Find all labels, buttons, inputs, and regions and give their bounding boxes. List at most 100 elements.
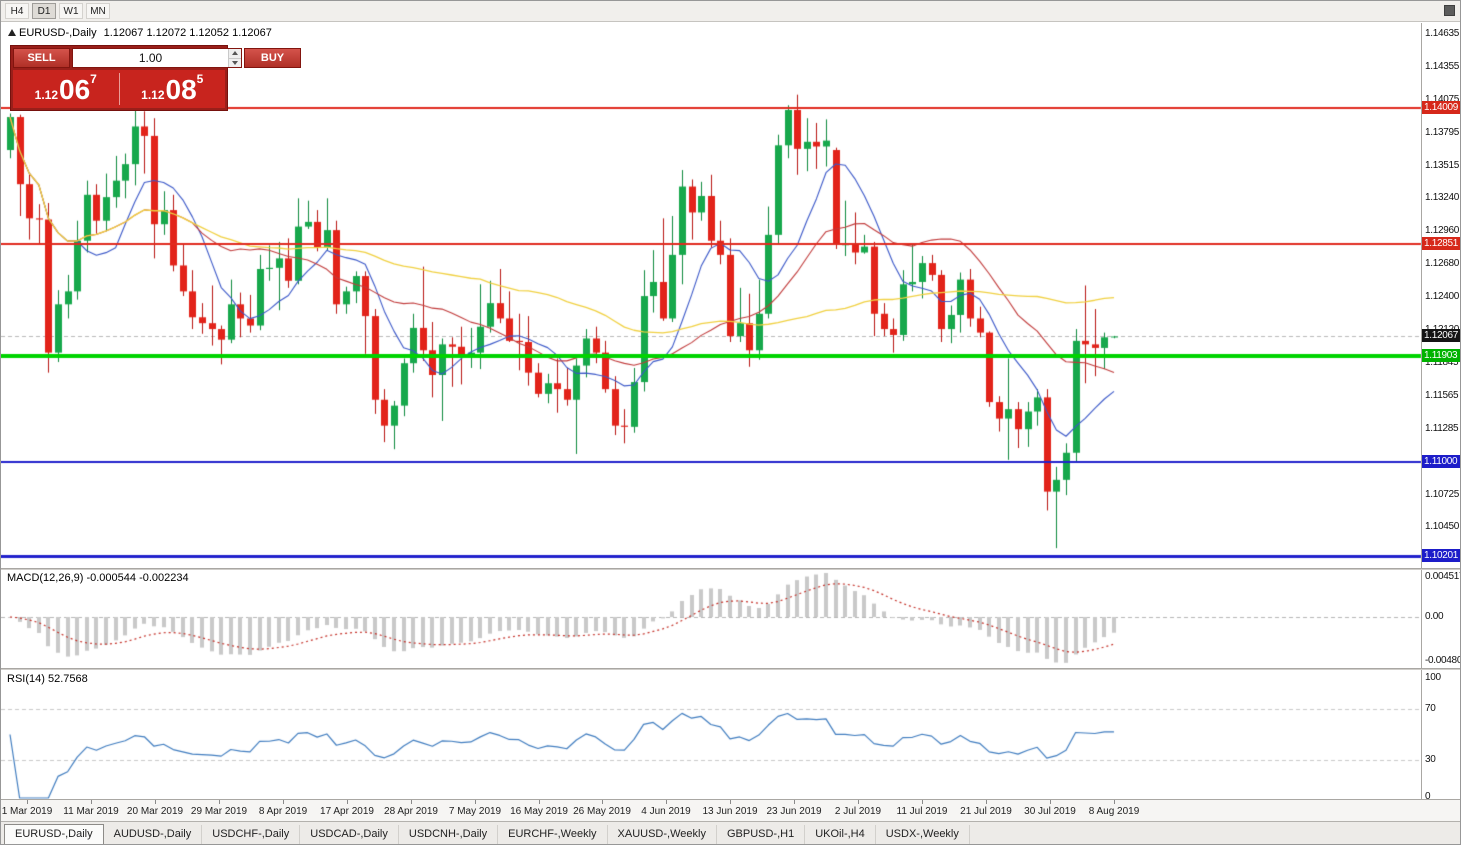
- chart-tab-eurchf-weekly[interactable]: EURCHF-,Weekly: [498, 824, 608, 844]
- trade-panel-top-row: SELL BUY: [13, 48, 301, 68]
- date-axis-label: 17 Apr 2019: [320, 806, 374, 817]
- volume-down-button[interactable]: [229, 58, 241, 67]
- price-axis[interactable]: 1.14635 1.14355 1.14075 1.13795 1.13515 1.132…: [1422, 1, 1461, 844]
- date-tick-mark: [27, 800, 28, 804]
- rsi-axis-label: 0: [1425, 791, 1431, 802]
- date-axis-label: 13 Jun 2019: [702, 806, 758, 817]
- chart-marker-icon: [8, 29, 16, 36]
- date-tick-mark: [347, 800, 348, 804]
- date-tick-mark: [858, 800, 859, 804]
- chart-symbol-period: EURUSD-,Daily: [19, 27, 97, 39]
- date-axis-label: 21 Jul 2019: [960, 806, 1012, 817]
- sell-price-base: 1.12: [34, 88, 58, 102]
- date-tick-mark: [666, 800, 667, 804]
- date-axis-label: 29 Mar 2019: [190, 806, 248, 817]
- price-axis-label: 1.11565: [1425, 389, 1459, 401]
- chart-tabs-bar: EURUSD-,Daily AUDUSD-,Daily USDCHF-,Daily U…: [1, 821, 1460, 844]
- volume-spinner: [228, 49, 241, 67]
- rsi-axis-label: 70: [1425, 703, 1436, 715]
- macd-axis-label: 0.004517: [1425, 571, 1461, 582]
- date-axis-label: 28 Apr 2019: [384, 806, 438, 817]
- volume-up-button[interactable]: [229, 49, 241, 59]
- volume-input[interactable]: [73, 49, 228, 67]
- rsi-label: RSI(14) 52.7568: [7, 673, 88, 685]
- date-tick-mark: [922, 800, 923, 804]
- date-axis-label: 2 Jul 2019: [834, 806, 882, 817]
- pane-separator-rsi[interactable]: [1, 668, 1460, 670]
- date-tick-mark: [1050, 800, 1051, 804]
- price-axis-label: 1.12400: [1425, 291, 1460, 303]
- chevron-down-icon: [232, 60, 238, 65]
- price-axis-badge: 1.11000: [1422, 455, 1460, 469]
- timeframe-buttons-group: H4 D1 W1 MN: [5, 3, 113, 19]
- price-axis-label: 1.14355: [1425, 60, 1460, 72]
- timeframe-button-h4[interactable]: H4: [5, 3, 29, 19]
- buy-price-base: 1.12: [141, 88, 165, 102]
- chart-tab-gbpusd-h1[interactable]: GBPUSD-,H1: [717, 824, 806, 844]
- price-axis-badge: 1.12851: [1422, 237, 1460, 251]
- sell-button[interactable]: SELL: [13, 48, 70, 68]
- sell-price-big: 06: [59, 74, 91, 106]
- sell-price-sup: 7: [90, 72, 97, 86]
- trade-panel-prices-row: 1.12 06 7 1.12 08 5: [13, 70, 225, 108]
- price-axis-label: 1.10725: [1425, 488, 1460, 500]
- timeframe-button-w1[interactable]: W1: [59, 3, 83, 19]
- chart-tab-usdx-weekly[interactable]: USDX-,Weekly: [876, 824, 970, 844]
- price-axis-badge: 1.14009: [1422, 100, 1460, 114]
- price-axis-label: 1.14075: [1425, 93, 1460, 105]
- price-axis-label: 1.13795: [1425, 126, 1460, 138]
- buy-price-big: 08: [165, 74, 197, 106]
- volume-field: [72, 48, 242, 68]
- price-axis-label: 1.12960: [1425, 225, 1460, 237]
- price-axis-label: 1.11285: [1425, 422, 1459, 434]
- macd-axis-label: -0.004806: [1425, 655, 1460, 667]
- date-axis-label: 1 Mar 2019: [1, 806, 53, 817]
- date-tick-mark: [794, 800, 795, 804]
- chart-tab-usdcnh-daily[interactable]: USDCNH-,Daily: [399, 824, 499, 844]
- timeframe-button-d1[interactable]: D1: [32, 3, 56, 19]
- date-tick-mark: [91, 800, 92, 804]
- date-tick-mark: [730, 800, 731, 804]
- buy-price-sup: 5: [196, 72, 204, 86]
- price-axis-separator: [1421, 23, 1422, 799]
- chart-tab-usdchf-daily[interactable]: USDCHF-,Daily: [202, 824, 301, 844]
- price-axis-badge: 1.11903: [1422, 348, 1460, 362]
- price-divider: [118, 73, 120, 105]
- chart-tab-xauusd-weekly[interactable]: XAUUSD-,Weekly: [608, 824, 717, 844]
- price-axis-badge: 1.10201: [1422, 549, 1460, 563]
- date-axis[interactable]: 1 Mar 2019 11 Mar 2019 20 Mar 2019 29 Mar 2…: [1, 799, 1460, 821]
- date-tick-mark: [475, 800, 476, 804]
- chart-title: EURUSD-,Daily 1.12067 1.12072 1.12052 1.1…: [8, 27, 272, 39]
- date-axis-label: 7 May 2019: [448, 806, 502, 817]
- price-axis-label: 1.11845: [1425, 356, 1459, 368]
- date-axis-label: 8 Aug 2019: [1088, 806, 1140, 817]
- rsi-axis-label: 100: [1425, 672, 1441, 683]
- date-tick-mark: [219, 800, 220, 804]
- sell-price-display[interactable]: 1.12 06 7: [13, 70, 119, 108]
- date-axis-label: 11 Jul 2019: [896, 806, 948, 817]
- chart-tab-audusd-daily[interactable]: AUDUSD-,Daily: [104, 824, 203, 844]
- chart-tab-eurusd-daily[interactable]: EURUSD-,Daily: [4, 823, 104, 844]
- price-axis-label: 1.13515: [1425, 159, 1460, 171]
- macd-label: MACD(12,26,9) -0.000544 -0.002234: [7, 572, 189, 584]
- date-axis-label: 8 Apr 2019: [258, 806, 308, 817]
- buy-price-display[interactable]: 1.12 08 5: [120, 70, 226, 108]
- chart-tab-ukoil-h4[interactable]: UKOil-,H4: [805, 824, 876, 844]
- date-axis-label: 30 Jul 2019: [1024, 806, 1076, 817]
- date-axis-label: 16 May 2019: [510, 806, 568, 817]
- chart-tab-usdcad-daily[interactable]: USDCAD-,Daily: [300, 824, 399, 844]
- date-tick-mark: [602, 800, 603, 804]
- buy-button[interactable]: BUY: [244, 48, 301, 68]
- scroll-button[interactable]: [1444, 5, 1455, 16]
- price-axis-label: 1.13240: [1425, 192, 1460, 204]
- date-axis-label: 11 Mar 2019: [63, 806, 119, 817]
- timeframe-button-mn[interactable]: MN: [86, 3, 110, 19]
- pane-separator-macd[interactable]: [1, 568, 1460, 570]
- date-tick-mark: [283, 800, 284, 804]
- date-axis-label: 20 Mar 2019: [126, 806, 184, 817]
- date-axis-label: 26 May 2019: [573, 806, 631, 817]
- price-axis-badge: 1.12067: [1422, 329, 1460, 343]
